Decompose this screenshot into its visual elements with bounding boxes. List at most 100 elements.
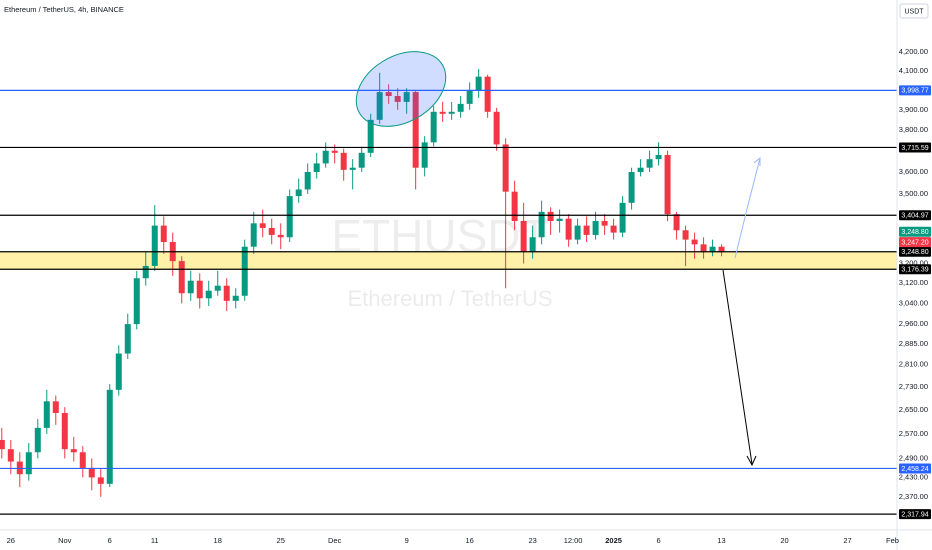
candle-body <box>655 154 662 160</box>
candle-body <box>682 230 689 240</box>
candle-body <box>664 154 671 215</box>
price-tag-label: 3,248.80 <box>901 229 928 236</box>
x-tick-label: 27 <box>843 536 851 545</box>
candle-body <box>97 477 104 484</box>
candle-body <box>583 225 590 235</box>
candle-body <box>322 150 329 164</box>
candle-body <box>367 119 374 153</box>
y-tick-label: 3,600.00 <box>899 167 928 176</box>
level-tag <box>899 264 931 275</box>
y-tick-label: 3,200.00 <box>899 259 928 268</box>
candle-body <box>79 452 86 468</box>
x-tick-label: 12:00 <box>564 536 583 545</box>
candle-body <box>502 144 509 192</box>
x-tick-label: 20 <box>780 536 788 545</box>
x-tick-label: 6 <box>108 536 112 545</box>
candle-body <box>412 92 419 168</box>
x-tick-label: 13 <box>717 536 725 545</box>
x-tick-label: 16 <box>465 536 473 545</box>
candle-body <box>358 152 365 168</box>
price-tag <box>899 237 931 248</box>
candle-body <box>394 95 401 102</box>
candle-body <box>601 221 608 226</box>
candle-body <box>718 246 725 253</box>
candle-body <box>304 172 311 190</box>
candle-body <box>196 280 203 299</box>
candle-body <box>610 225 617 233</box>
y-tick-label: 3,120.00 <box>899 278 928 287</box>
level-tag <box>899 85 931 96</box>
candle-body <box>313 163 320 173</box>
candle-body <box>673 214 680 231</box>
y-tick-label: 2,430.00 <box>899 472 928 481</box>
candle-body <box>628 172 635 203</box>
candle-body <box>61 413 68 450</box>
candle-body <box>187 280 194 294</box>
candle-body <box>43 401 50 428</box>
price-tag <box>899 226 931 237</box>
y-tick-label: 2,730.00 <box>899 382 928 391</box>
candle-body <box>448 111 455 114</box>
candle-body <box>529 237 536 252</box>
level-tag-label: 3,998.77 <box>901 88 928 95</box>
candle-body <box>349 167 356 170</box>
y-tick-label: 2,490.00 <box>899 453 928 462</box>
candle-body <box>340 152 347 170</box>
candle-body <box>115 353 122 390</box>
x-tick-label: Feb <box>886 536 899 545</box>
candle-body <box>565 218 572 240</box>
candle-body <box>430 111 437 143</box>
candle-body <box>250 223 257 247</box>
y-tick-label: 2,370.00 <box>899 492 928 501</box>
y-tick-label: 2,960.00 <box>899 319 928 328</box>
candle-body <box>259 223 266 228</box>
candle-body <box>160 225 167 242</box>
candle-body <box>520 221 527 252</box>
x-tick-label: 23 <box>528 536 536 545</box>
candle-body <box>277 234 284 238</box>
projection-arrow-up <box>734 157 761 259</box>
y-tick-label: 3,040.00 <box>899 298 928 307</box>
chart-title: Ethereum / TetherUS, 4h, BINANCE <box>4 5 124 14</box>
y-tick-label: 4,100.00 <box>899 66 928 75</box>
candle-body <box>592 221 599 235</box>
candle-body <box>223 285 230 301</box>
candle-body <box>25 452 32 475</box>
candle-body <box>709 246 716 252</box>
y-tick-label: 2,650.00 <box>899 405 928 414</box>
support-zone <box>0 251 897 270</box>
candle-body <box>421 142 428 168</box>
candle-body <box>268 227 275 235</box>
candle-body <box>457 103 464 112</box>
candle-body <box>178 261 185 294</box>
level-tag <box>899 246 931 257</box>
candle-body <box>34 427 41 453</box>
candle-body <box>376 92 383 120</box>
candle-body <box>700 244 707 252</box>
level-tag-label: 2,317.94 <box>901 511 928 518</box>
x-tick-label: 25 <box>277 536 285 545</box>
candle-body <box>439 111 446 114</box>
candle-body <box>133 278 140 325</box>
candle-body <box>511 191 518 222</box>
candle-body <box>151 225 158 266</box>
candle-body <box>493 111 500 145</box>
candle-body <box>142 265 149 279</box>
level-tag-label: 3,404.97 <box>901 213 928 220</box>
candle-body <box>214 285 221 291</box>
candle-body <box>646 159 653 168</box>
y-tick-label: 3,800.00 <box>899 125 928 134</box>
candle-body <box>286 196 293 238</box>
level-tag-label: 2,458.24 <box>901 466 928 473</box>
drawings <box>355 51 761 467</box>
candle-body <box>0 439 5 450</box>
candle-body <box>385 92 392 96</box>
highlight-ellipse <box>355 51 447 127</box>
candle-body <box>7 449 14 462</box>
candle-body <box>475 76 482 91</box>
currency: USDT <box>904 8 924 15</box>
